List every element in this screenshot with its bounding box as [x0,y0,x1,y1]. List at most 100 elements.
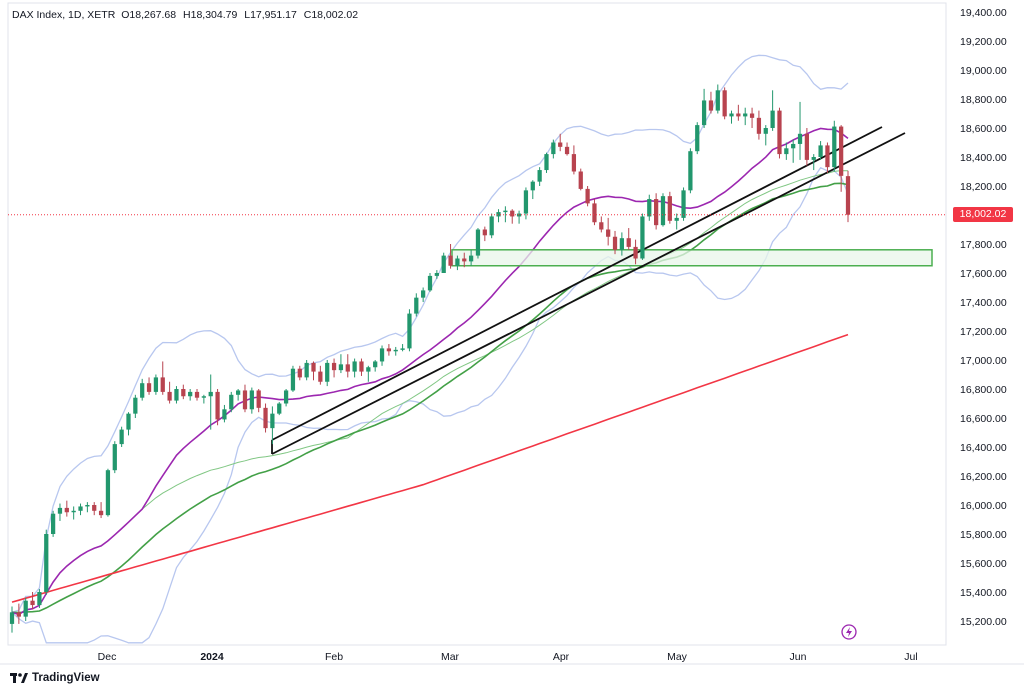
candle-body [551,142,556,155]
candle-body [791,143,796,149]
candle-body [37,592,42,606]
candle-body [448,255,453,266]
candle-body [311,362,316,372]
candle-body [715,90,720,111]
candle-body [181,389,186,397]
sma20-line [11,127,849,616]
candle-body [64,507,69,513]
candle-body [701,100,707,126]
ema50-line [11,182,849,614]
candle-body [558,142,563,147]
candle-body [290,368,296,391]
candle-body [119,429,124,445]
candle-body [50,513,56,534]
candle-body [414,297,419,314]
candle-body [530,181,535,191]
y-tick-label: 18,800.00 [960,94,1007,106]
candle-body [270,413,275,429]
candle-body [92,505,97,511]
candle-body [16,612,21,617]
x-tick-label: Mar [441,651,460,663]
x-tick-label: Apr [553,651,570,663]
lightning-icon [841,624,857,640]
candle-body [105,470,111,516]
y-tick-label: 15,600.00 [960,558,1007,570]
symbol-label: DAX Index, 1D, XETR [12,9,116,21]
candle-body [839,126,844,176]
candle-body [379,348,385,362]
candle-body [174,389,179,401]
y-tick-label: 17,800.00 [960,239,1007,251]
candle-body [475,229,481,256]
candle-body [695,125,700,152]
candle-body [30,600,35,606]
candle-body [283,390,289,404]
candle-body [407,313,412,349]
close-value: C18,002.02 [303,9,359,21]
y-tick-label: 16,400.00 [960,442,1007,454]
y-tick-label: 15,400.00 [960,587,1007,599]
candle-body [660,196,666,226]
candle-body [585,188,590,204]
x-tick-label: Jul [904,651,917,663]
candle-body [503,210,508,213]
candle-body [249,390,254,410]
candle-body [318,371,323,382]
y-tick-label: 17,600.00 [960,268,1007,280]
candle-body [434,273,439,276]
candle-body [133,397,138,414]
candle-body [784,148,789,155]
candle-body [9,612,15,624]
candle-body [756,117,762,134]
candle-body [468,255,474,262]
brand-name: TradingView [32,672,100,684]
candle-body [44,534,49,592]
candle-body [345,364,350,372]
candle-body [126,413,131,430]
candle-body [544,154,549,171]
candle-body [489,216,494,236]
candle-body [743,113,748,117]
y-tick-label: 18,400.00 [960,152,1007,164]
open-value: O18,267.68 [121,9,177,21]
candle-body [523,190,529,214]
y-tick-label: 16,200.00 [960,471,1007,483]
bollinger-upper [11,54,849,613]
chart-header: DAX Index, 1D, XETR O18,267.68 H18,304.7… [12,9,362,21]
y-tick-label: 17,200.00 [960,326,1007,338]
candle-body [441,255,446,273]
x-tick-label: May [667,651,688,663]
candle-body [400,348,405,350]
candle-body [674,217,679,221]
candle-body [304,362,309,378]
high-value: H18,304.79 [183,9,238,21]
candle-body [647,199,652,217]
tradingview-brand[interactable]: TradingView [10,672,100,684]
candle-body [393,349,398,352]
candle-body [797,133,803,144]
trendline-lower [271,132,906,455]
y-tick-label: 17,000.00 [960,355,1007,367]
candle-body [421,290,426,298]
support-zone [451,249,933,267]
candle-body [633,246,638,259]
plot-frame [7,2,947,646]
y-tick-label: 18,200.00 [960,181,1007,193]
candle-body [167,391,172,401]
candle-body [325,362,330,382]
candle-body [256,390,261,408]
candle-body [146,383,152,392]
candle-body [619,238,624,250]
candle-body [708,100,714,111]
candle-body [373,361,378,368]
candle-body [729,113,734,117]
candle-body [85,505,90,507]
candle-body [263,407,268,429]
trendline-upper [271,126,883,441]
candle-body [599,222,604,230]
candle-body [571,154,577,172]
candle-body [352,361,357,372]
candle-body [78,506,83,511]
candle-body [482,229,487,236]
